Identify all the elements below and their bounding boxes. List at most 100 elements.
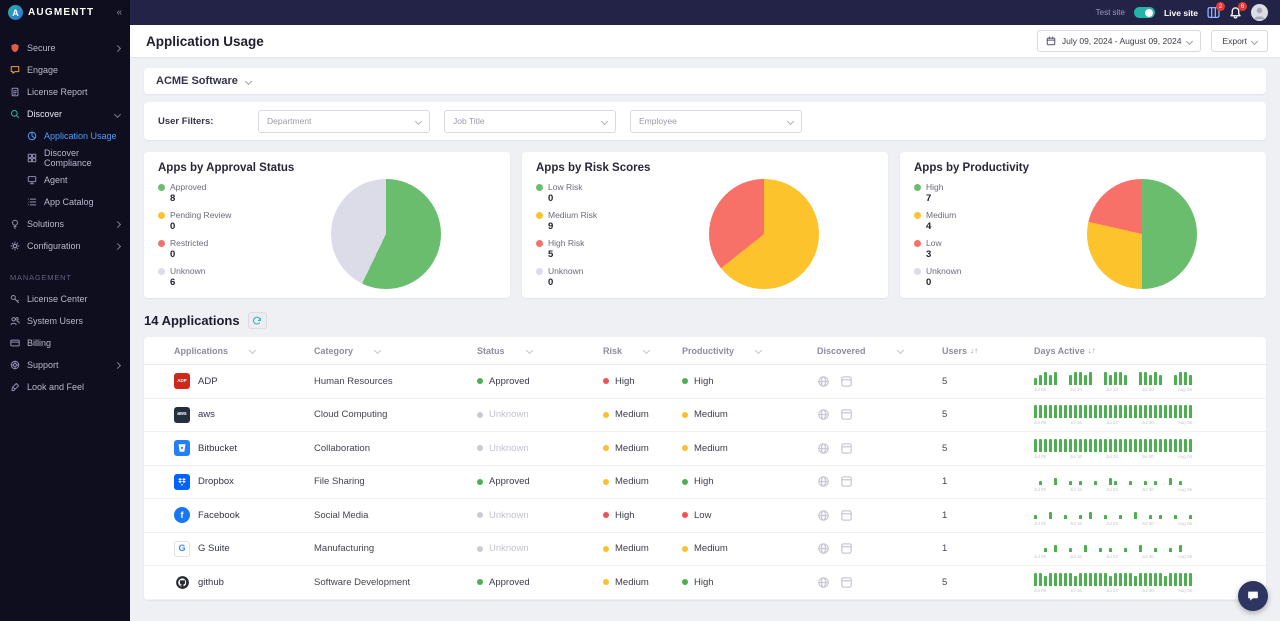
sidebar-item-discover[interactable]: Discover bbox=[0, 103, 130, 125]
apps-panel-icon[interactable]: 2 bbox=[1207, 2, 1225, 19]
column-header-productivity[interactable]: Productivity bbox=[682, 346, 817, 356]
user-filters-card: User Filters: Department Job Title Emplo… bbox=[144, 102, 1266, 140]
date-range-picker[interactable]: July 09, 2024 - August 09, 2024 bbox=[1036, 30, 1202, 52]
sparkline-ticks: Jul 09 Jul 16 Jul 23 Jul 30 Aug 06 bbox=[1034, 420, 1192, 426]
sidebar-item-configuration[interactable]: Configuration bbox=[0, 235, 130, 257]
column-filter-chevron-icon[interactable] bbox=[248, 346, 257, 355]
department-filter-select[interactable]: Department bbox=[258, 109, 430, 133]
chevron-right-icon bbox=[113, 220, 122, 228]
legend-label: High bbox=[926, 182, 944, 192]
calendar-icon bbox=[1046, 36, 1056, 46]
productivity-cell: Medium bbox=[682, 443, 817, 454]
column-header-status[interactable]: Status bbox=[477, 346, 603, 356]
column-header-discovered[interactable]: Discovered bbox=[817, 346, 942, 356]
days-active-sparkline bbox=[1034, 371, 1192, 385]
discovered-cell bbox=[817, 375, 942, 388]
sidebar-collapse-icon[interactable]: « bbox=[116, 7, 122, 18]
column-filter-chevron-icon[interactable] bbox=[642, 346, 651, 355]
sidebar-item-label: System Users bbox=[27, 316, 84, 326]
sidebar-item-discover-compliance[interactable]: Discover Compliance bbox=[0, 147, 130, 169]
job-title-filter-select[interactable]: Job Title bbox=[444, 109, 616, 133]
column-header-users[interactable]: Users ↓↑ bbox=[942, 345, 979, 356]
legend-label: Low Risk bbox=[548, 182, 583, 192]
sort-arrows-icon[interactable]: ↓↑ bbox=[970, 346, 979, 355]
export-button[interactable]: Export bbox=[1211, 30, 1268, 52]
chat-bubble-icon bbox=[10, 65, 20, 75]
productivity-dot bbox=[682, 579, 688, 586]
status-dot bbox=[477, 478, 483, 485]
sort-arrows-icon[interactable]: ↓↑ bbox=[1087, 346, 1096, 355]
aws-logo-icon: aws bbox=[174, 406, 190, 423]
status-cell: Unknown bbox=[477, 510, 603, 521]
employee-filter-select[interactable]: Employee bbox=[630, 109, 802, 133]
discovered-cell bbox=[817, 408, 942, 421]
sidebar-item-billing[interactable]: Billing bbox=[0, 332, 130, 354]
app-window-icon bbox=[840, 408, 853, 421]
table-row[interactable]: Bitbucket Collaboration Unknown Medium M… bbox=[144, 432, 1266, 466]
productivity-dot bbox=[682, 478, 688, 485]
sidebar-item-look-and-feel[interactable]: Look and Feel bbox=[0, 376, 130, 398]
risk-cell: Medium bbox=[603, 476, 682, 487]
sidebar-item-system-users[interactable]: System Users bbox=[0, 310, 130, 332]
toggle-knob bbox=[1145, 8, 1154, 17]
sidebar-item-agent[interactable]: Agent bbox=[0, 169, 130, 191]
legend-value: 5 bbox=[548, 249, 554, 260]
sidebar-item-solutions[interactable]: Solutions bbox=[0, 213, 130, 235]
table-row[interactable]: G G Suite Manufacturing Unknown Medium Me… bbox=[144, 533, 1266, 566]
app-name: G Suite bbox=[198, 543, 230, 555]
user-avatar[interactable] bbox=[1251, 4, 1268, 21]
sidebar-item-license-report[interactable]: License Report bbox=[0, 81, 130, 103]
paintbrush-icon bbox=[10, 382, 20, 392]
column-filter-chevron-icon[interactable] bbox=[373, 346, 382, 355]
sidebar-item-license-center[interactable]: License Center bbox=[0, 288, 130, 310]
apps-badge: 2 bbox=[1216, 2, 1225, 11]
gear-icon bbox=[10, 241, 20, 251]
site-toggle[interactable] bbox=[1133, 7, 1155, 18]
legend-label: High Risk bbox=[548, 238, 585, 248]
column-header-category[interactable]: Category bbox=[314, 346, 477, 356]
company-selector[interactable]: ACME Software bbox=[144, 68, 1266, 94]
table-row[interactable]: github Software Development Approved Med… bbox=[144, 566, 1266, 600]
table-row[interactable]: aws aws Cloud Computing Unknown Medium Me… bbox=[144, 399, 1266, 432]
sidebar-item-engage[interactable]: Engage bbox=[0, 59, 130, 81]
refresh-button[interactable] bbox=[247, 312, 267, 329]
legend-value: 8 bbox=[170, 193, 176, 204]
legend-value: 4 bbox=[926, 221, 932, 232]
chart-legend: Approved 8 Pending Review 0 Restricted 0 Un… bbox=[158, 174, 276, 294]
column-header-risk[interactable]: Risk bbox=[603, 346, 682, 356]
risk-dot bbox=[603, 378, 609, 385]
app-name: github bbox=[198, 576, 224, 588]
column-filter-chevron-icon[interactable] bbox=[525, 346, 533, 355]
legend-dot bbox=[536, 267, 543, 275]
risk-cell: Medium bbox=[603, 409, 682, 420]
app-window-icon bbox=[840, 475, 853, 488]
column-header-days-active[interactable]: Days Active ↓↑ bbox=[1034, 345, 1096, 356]
table-row[interactable]: ADP ADP Human Resources Approved High Hig… bbox=[144, 365, 1266, 399]
sidebar-item-app-catalog[interactable]: App Catalog bbox=[0, 191, 130, 213]
days-active-sparkline bbox=[1034, 404, 1192, 419]
chevron-down-icon bbox=[1250, 37, 1259, 45]
column-header-applications[interactable]: Applications bbox=[144, 346, 314, 356]
chat-button[interactable] bbox=[1238, 581, 1268, 611]
table-row[interactable]: f Facebook Social Media Unknown High Low … bbox=[144, 499, 1266, 533]
sidebar-item-label: Engage bbox=[27, 65, 59, 75]
notifications-bell-icon[interactable]: 6 bbox=[1229, 2, 1247, 19]
sidebar-item-secure[interactable]: Secure bbox=[0, 37, 130, 59]
sidebar-item-application-usage[interactable]: Application Usage bbox=[0, 125, 130, 147]
risk-dot bbox=[603, 579, 609, 586]
column-filter-chevron-icon[interactable] bbox=[896, 346, 904, 355]
globe-icon bbox=[817, 542, 830, 555]
risk-dot bbox=[603, 445, 609, 452]
table-row[interactable]: Dropbox File Sharing Approved Medium Hig… bbox=[144, 466, 1266, 499]
chart-legend: Low Risk 0 Medium Risk 9 High Risk 5 Unknow… bbox=[536, 174, 654, 294]
bitbucket-logo-icon bbox=[174, 440, 190, 457]
app-name: aws bbox=[198, 409, 215, 421]
sidebar-item-support[interactable]: Support bbox=[0, 354, 130, 376]
table-header-row: Applications Category Status Risk Produc… bbox=[144, 337, 1266, 365]
legend-value: 0 bbox=[548, 277, 554, 288]
column-filter-chevron-icon[interactable] bbox=[754, 346, 763, 355]
sidebar-item-label: Look and Feel bbox=[27, 382, 85, 392]
legend-dot bbox=[914, 211, 921, 219]
legend-item: Low Risk 0 bbox=[536, 182, 654, 204]
discovered-cell bbox=[817, 509, 942, 522]
